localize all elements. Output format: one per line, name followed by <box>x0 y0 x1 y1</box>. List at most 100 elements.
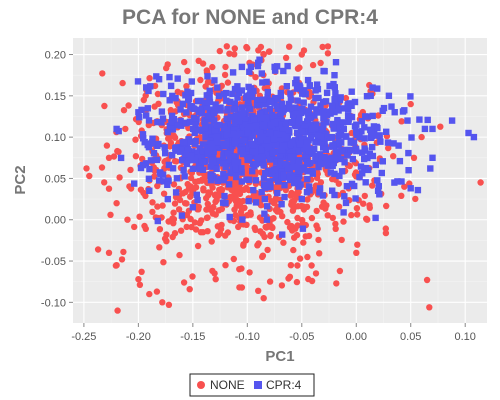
data-point <box>367 92 374 99</box>
data-point <box>231 100 238 107</box>
data-point <box>167 106 174 114</box>
data-point <box>280 142 288 149</box>
data-point <box>348 102 355 109</box>
data-point <box>364 154 371 162</box>
data-point <box>279 126 286 134</box>
data-point <box>262 133 270 140</box>
data-point <box>316 189 323 196</box>
data-point <box>203 214 211 222</box>
data-point <box>159 202 166 209</box>
data-point <box>277 158 284 165</box>
data-point <box>366 204 373 211</box>
data-point <box>302 233 309 240</box>
data-point <box>206 87 213 94</box>
data-point <box>234 94 241 101</box>
y-tick-label: 0.20 <box>45 50 66 62</box>
data-point <box>264 93 271 101</box>
data-point <box>252 74 259 81</box>
data-point <box>287 192 294 199</box>
data-point <box>290 109 298 116</box>
data-point <box>345 118 352 125</box>
data-point <box>276 137 283 145</box>
data-point <box>140 96 147 104</box>
data-point <box>407 100 414 108</box>
data-point <box>224 79 232 86</box>
data-point <box>294 65 302 72</box>
data-point <box>391 179 398 186</box>
data-point <box>316 151 324 158</box>
chart-title: PCA for NONE and CPR:4 <box>122 6 378 29</box>
data-point <box>210 110 217 117</box>
data-point <box>238 178 245 185</box>
data-point <box>401 107 408 114</box>
data-point <box>257 110 264 117</box>
data-point <box>249 148 256 155</box>
data-point <box>353 129 360 136</box>
data-point <box>163 238 170 245</box>
data-point <box>231 120 238 127</box>
data-point <box>365 166 372 174</box>
data-point <box>140 189 147 197</box>
data-point <box>226 213 233 221</box>
data-point <box>230 124 238 131</box>
data-point <box>116 174 123 181</box>
data-point <box>372 214 379 222</box>
data-point <box>410 154 418 161</box>
data-point <box>313 207 320 215</box>
data-point <box>328 154 336 162</box>
data-point <box>271 67 279 74</box>
data-point <box>294 121 301 129</box>
legend-marker-cpr4 <box>254 381 262 389</box>
data-point <box>185 96 192 104</box>
data-point <box>227 98 234 106</box>
data-point <box>143 112 150 119</box>
data-point <box>295 176 302 184</box>
data-point <box>261 195 268 203</box>
data-point <box>189 165 196 172</box>
data-point <box>142 225 149 232</box>
data-point <box>261 233 268 241</box>
data-point <box>323 119 330 126</box>
data-point <box>312 153 319 161</box>
data-point <box>290 158 297 165</box>
data-point <box>167 82 175 90</box>
data-point <box>165 218 172 225</box>
data-point <box>196 165 203 173</box>
data-point <box>220 91 227 98</box>
data-point <box>149 135 156 142</box>
data-point <box>317 160 325 168</box>
data-point <box>190 156 197 164</box>
data-point <box>131 223 138 231</box>
data-point <box>374 177 381 184</box>
data-point <box>201 118 209 126</box>
data-point <box>222 262 229 269</box>
data-point <box>396 157 404 165</box>
data-point <box>304 143 311 150</box>
data-point <box>163 64 170 72</box>
data-point <box>195 178 202 185</box>
data-point <box>319 43 326 51</box>
data-point <box>226 50 233 57</box>
data-point <box>338 139 345 146</box>
data-point <box>138 268 145 275</box>
data-point <box>220 160 228 167</box>
data-point <box>263 99 271 106</box>
data-point <box>254 144 261 152</box>
data-point <box>206 98 214 106</box>
data-point <box>286 43 293 50</box>
data-point <box>181 151 189 158</box>
data-point <box>313 81 321 88</box>
data-point <box>282 54 290 61</box>
data-point <box>269 149 276 157</box>
data-point <box>477 179 484 186</box>
data-point <box>382 229 390 237</box>
data-point <box>206 95 213 102</box>
data-point <box>305 275 312 283</box>
data-point <box>224 105 231 113</box>
data-point <box>252 161 259 168</box>
data-point <box>237 199 244 207</box>
data-point <box>142 160 150 167</box>
data-point <box>185 136 192 143</box>
data-point <box>305 183 313 190</box>
